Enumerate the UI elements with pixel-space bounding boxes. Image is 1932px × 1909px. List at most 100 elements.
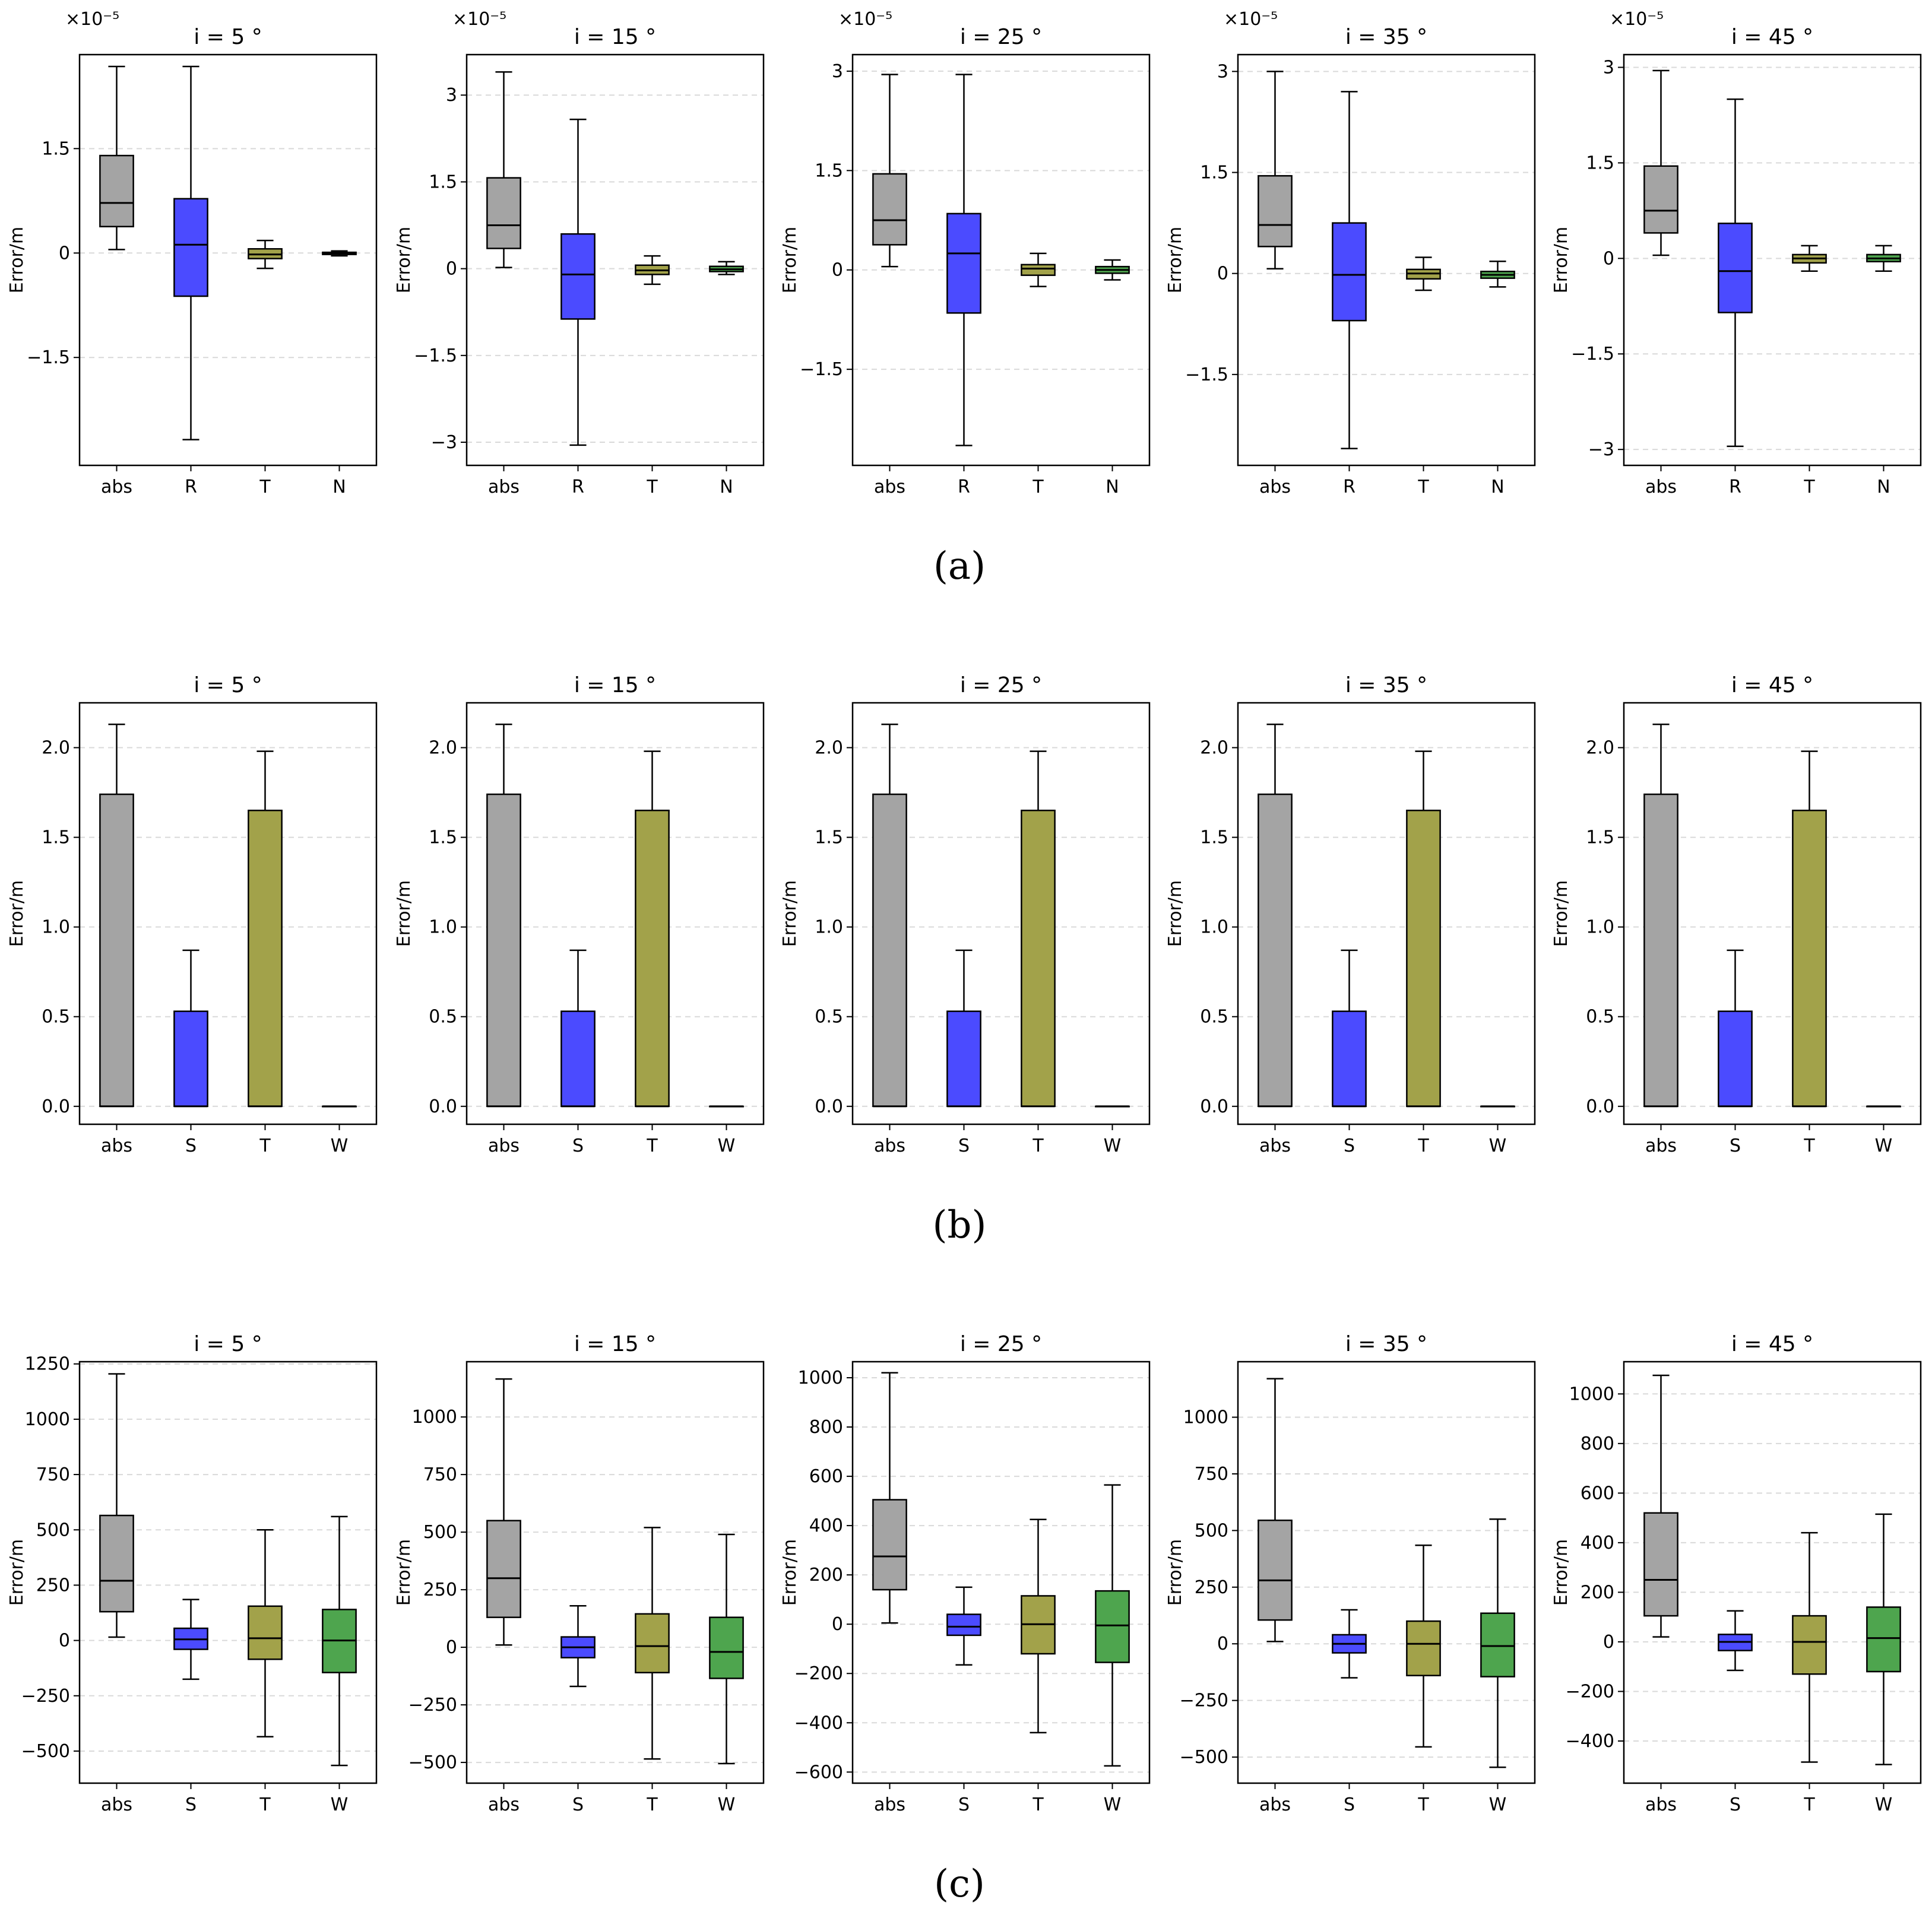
x-tick-label: T	[646, 1136, 658, 1156]
y-tick-label: 1.5	[815, 827, 843, 848]
x-tick-label: T	[1032, 477, 1044, 497]
y-scale-offset: ×10⁻⁵	[1224, 9, 1278, 30]
x-tick-label: abs	[488, 1794, 520, 1815]
x-tick-label: S	[958, 1136, 970, 1156]
x-tick-label: T	[1803, 1136, 1815, 1156]
chart-title: i = 25 °	[960, 673, 1042, 697]
y-tick-label: 250	[1195, 1577, 1228, 1598]
y-tick-label: 1000	[1569, 1384, 1614, 1404]
box-iqr	[1021, 810, 1056, 1108]
y-axis-label: Error/m	[394, 227, 414, 293]
box-abs	[99, 65, 134, 250]
y-axis-label: Error/m	[1551, 1539, 1572, 1606]
y-tick-label: 1.5	[1200, 163, 1228, 183]
box-R	[1332, 91, 1367, 449]
y-tick-label: 2.0	[429, 738, 457, 759]
x-tick-label: R	[572, 477, 584, 497]
box-R	[1718, 98, 1753, 448]
chart-title: i = 45 °	[1731, 673, 1813, 697]
chart-panel-r1c4: 0.0 0.5 1.0 1.5 2.0 abs S T Wi = 45 ° Error/m	[1551, 673, 1922, 1156]
box-abs	[486, 1378, 521, 1646]
y-tick-label: 200	[809, 1565, 843, 1585]
y-tick-label: 0	[1217, 264, 1228, 284]
y-axis-label: Error/m	[1165, 880, 1186, 947]
y-tick-label: 0.0	[1586, 1096, 1614, 1117]
x-tick-label: W	[718, 1136, 736, 1156]
x-tick-label: abs	[101, 1136, 132, 1156]
x-tick-label: T	[1032, 1794, 1044, 1815]
chart-panel-r2c3: 1000 750 500 250 0 −250 −500 abs S T Wi = 35 ° Erro…	[1165, 1332, 1536, 1815]
box-iqr	[1643, 793, 1678, 1108]
y-tick-label: −400	[1566, 1731, 1614, 1752]
y-tick-label: 2.0	[1200, 738, 1228, 759]
y-tick-label: 1.0	[815, 917, 843, 938]
x-tick-label: W	[1875, 1136, 1893, 1156]
y-tick-label: 0	[59, 243, 70, 264]
box-R	[946, 74, 981, 446]
box-iqr	[872, 173, 907, 246]
y-tick-label: −200	[1566, 1681, 1614, 1702]
y-tick-label: 1.5	[1200, 827, 1228, 848]
box-abs	[872, 74, 907, 268]
box-abs	[1643, 69, 1678, 256]
box-T	[635, 750, 670, 1108]
box-iqr	[1258, 1519, 1293, 1621]
box-S	[946, 1586, 981, 1666]
box-iqr	[1021, 264, 1056, 276]
box-T	[635, 1527, 670, 1760]
box-T	[635, 255, 670, 286]
y-tick-label: 600	[1581, 1483, 1614, 1504]
box-S	[560, 949, 596, 1108]
box-abs	[872, 1372, 907, 1624]
y-tick-label: 200	[1581, 1582, 1614, 1603]
x-tick-label: abs	[874, 477, 905, 497]
y-axis-label: Error/m	[7, 880, 27, 947]
box-W	[1095, 1484, 1130, 1767]
axes-frame	[851, 1361, 1151, 1784]
box-iqr	[1480, 1612, 1515, 1677]
x-tick-label: R	[185, 477, 197, 497]
box-T	[248, 750, 283, 1108]
box-T	[1406, 750, 1441, 1108]
chart-panel-r2c4: 1000 800 600 400 200 0 −200 −400 abs S T Wi = 45 ° E…	[1551, 1332, 1922, 1815]
x-tick-label: T	[1417, 477, 1429, 497]
y-tick-label: −400	[794, 1713, 843, 1733]
box-iqr	[1332, 1010, 1367, 1108]
x-tick-label: S	[1730, 1794, 1741, 1815]
y-tick-label: −1.5	[800, 359, 843, 380]
axes-frame	[78, 53, 378, 467]
box-T	[1406, 256, 1441, 291]
box-iqr	[486, 1520, 521, 1618]
chart-title: i = 45 °	[1731, 1332, 1813, 1356]
y-tick-label: −500	[21, 1741, 70, 1762]
y-tick-label: 0.5	[815, 1007, 843, 1028]
box-iqr	[1866, 1606, 1901, 1673]
chart-title: i = 35 °	[1345, 1332, 1427, 1356]
y-tick-label: 1000	[412, 1407, 457, 1428]
box-N	[1480, 261, 1515, 288]
box-iqr	[1406, 1620, 1441, 1676]
y-tick-label: −1.5	[27, 347, 70, 368]
y-axis-label: Error/m	[1165, 227, 1186, 293]
y-tick-label: 750	[36, 1464, 70, 1485]
y-tick-label: 800	[1581, 1434, 1614, 1454]
box-iqr	[1095, 1590, 1130, 1663]
y-tick-label: 0.5	[42, 1007, 70, 1028]
chart-panel-r0c2: 3 1.5 0 −1.5 abs R T Ni = 25 ° Error/m ×10⁻⁵	[780, 9, 1151, 497]
box-iqr	[946, 1613, 981, 1637]
row-label-a: (a)	[933, 544, 986, 588]
axes-frame	[1237, 1361, 1536, 1784]
x-tick-label: T	[1803, 477, 1815, 497]
y-tick-label: 800	[809, 1417, 843, 1438]
box-iqr	[946, 213, 981, 314]
y-tick-label: 1.0	[1200, 917, 1228, 938]
box-iqr	[1258, 793, 1293, 1108]
box-iqr	[99, 793, 134, 1108]
box-T	[1792, 1531, 1827, 1763]
chart-panel-r2c2: 1000 800 600 400 200 0 −200 −400 −600 abs S T Wi = 2…	[780, 1332, 1151, 1815]
x-tick-label: abs	[101, 1794, 132, 1815]
box-abs	[1258, 1378, 1293, 1642]
x-tick-label: S	[958, 1794, 970, 1815]
x-tick-label: R	[1729, 477, 1741, 497]
